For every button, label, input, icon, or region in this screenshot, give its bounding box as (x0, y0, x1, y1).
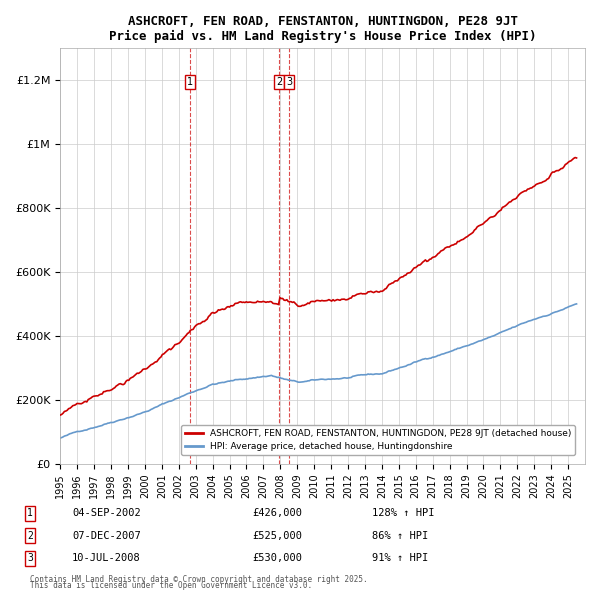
Text: 2: 2 (27, 531, 33, 540)
Text: 2: 2 (276, 77, 282, 87)
Text: £525,000: £525,000 (252, 531, 302, 540)
Text: 04-SEP-2002: 04-SEP-2002 (72, 509, 141, 518)
Text: Contains HM Land Registry data © Crown copyright and database right 2025.: Contains HM Land Registry data © Crown c… (30, 575, 368, 584)
Legend: ASHCROFT, FEN ROAD, FENSTANTON, HUNTINGDON, PE28 9JT (detached house), HPI: Aver: ASHCROFT, FEN ROAD, FENSTANTON, HUNTINGD… (181, 425, 575, 455)
Text: 1: 1 (27, 509, 33, 518)
Text: £530,000: £530,000 (252, 553, 302, 563)
Text: 1: 1 (187, 77, 193, 87)
Text: 07-DEC-2007: 07-DEC-2007 (72, 531, 141, 540)
Text: £426,000: £426,000 (252, 509, 302, 518)
Text: This data is licensed under the Open Government Licence v3.0.: This data is licensed under the Open Gov… (30, 581, 312, 590)
Text: 86% ↑ HPI: 86% ↑ HPI (372, 531, 428, 540)
Text: 10-JUL-2008: 10-JUL-2008 (72, 553, 141, 563)
Text: 3: 3 (27, 553, 33, 563)
Text: 91% ↑ HPI: 91% ↑ HPI (372, 553, 428, 563)
Title: ASHCROFT, FEN ROAD, FENSTANTON, HUNTINGDON, PE28 9JT
Price paid vs. HM Land Regi: ASHCROFT, FEN ROAD, FENSTANTON, HUNTINGD… (109, 15, 536, 43)
Text: 128% ↑ HPI: 128% ↑ HPI (372, 509, 434, 518)
Text: 3: 3 (286, 77, 292, 87)
